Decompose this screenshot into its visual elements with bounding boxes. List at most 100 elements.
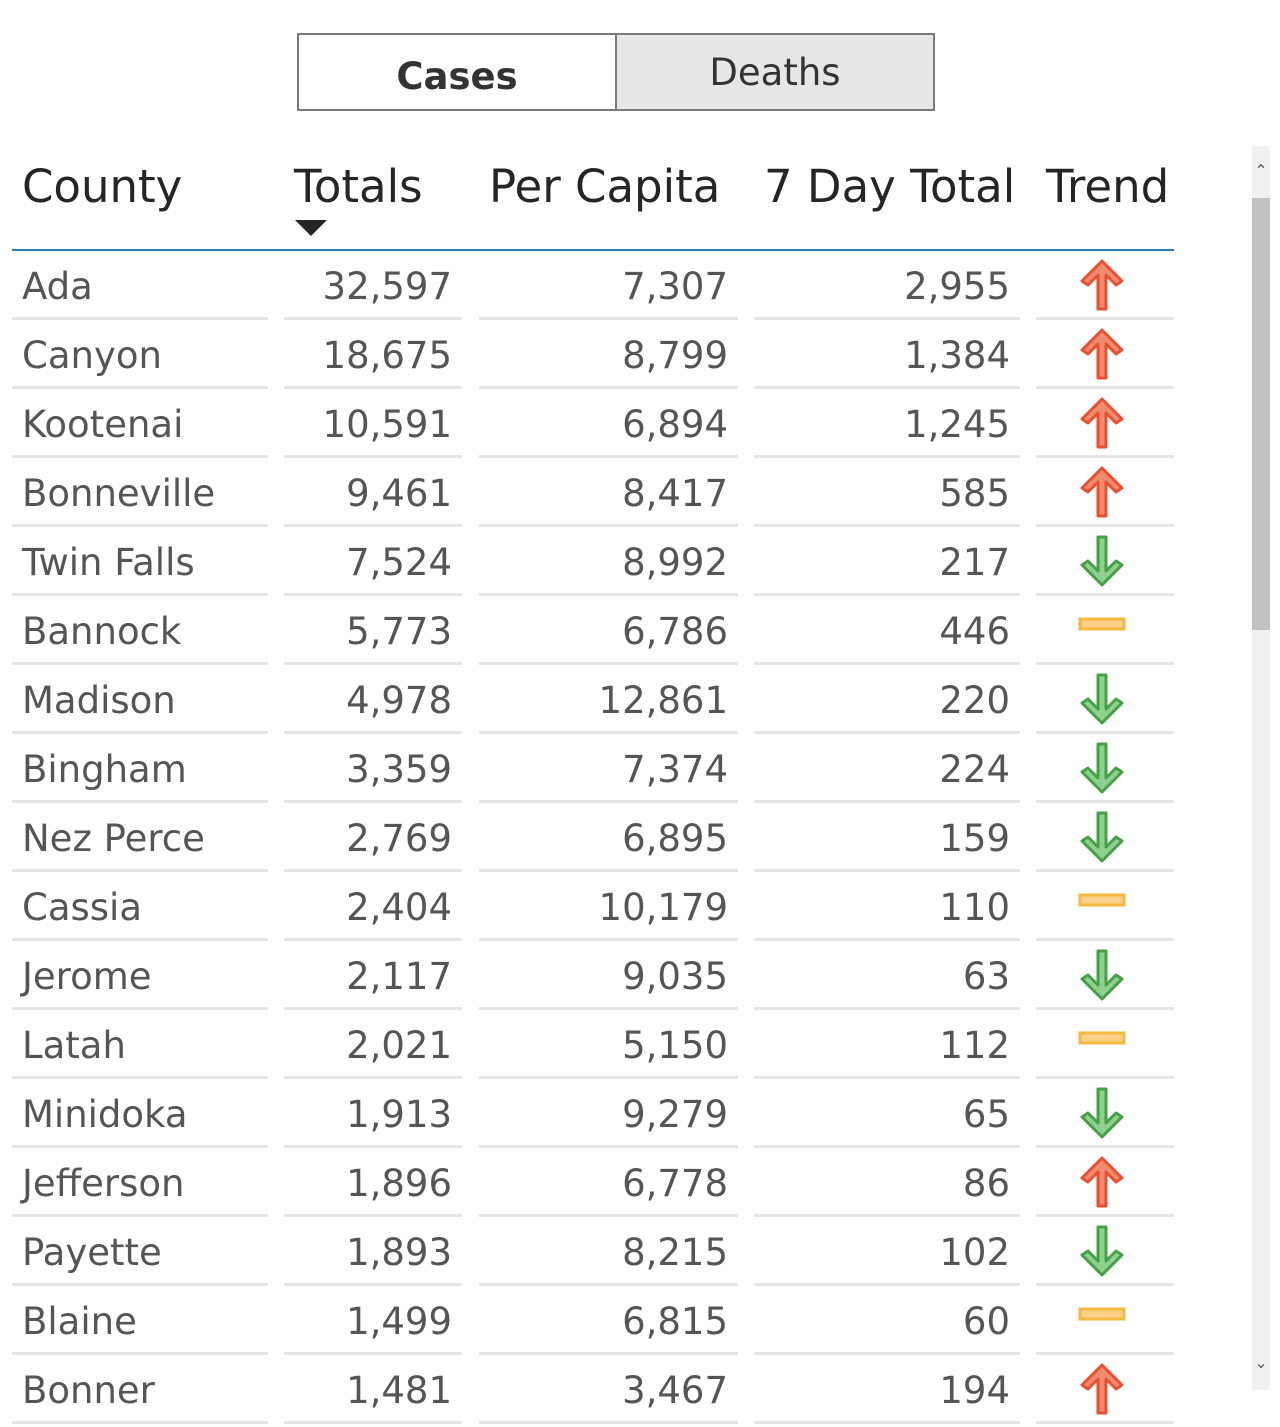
table-row[interactable]: Jefferson 1,896 6,778 86 — [12, 1148, 1174, 1217]
arrow-down-icon — [1080, 742, 1124, 794]
row-divider — [479, 1214, 738, 1217]
row-divider — [12, 1352, 268, 1355]
cell-totals: 1,481 — [346, 1369, 452, 1412]
table-row[interactable]: Bonner 1,481 3,467 194 — [12, 1355, 1174, 1424]
arrow-up-icon — [1080, 1363, 1124, 1415]
column-header-county-label: County — [22, 160, 183, 213]
arrow-down-icon — [1080, 1087, 1124, 1139]
table-row[interactable]: Minidoka 1,913 9,279 65 — [12, 1079, 1174, 1148]
cell-totals: 32,597 — [322, 265, 452, 308]
cell-county: Twin Falls — [22, 541, 195, 584]
cell-totals: 3,359 — [346, 748, 452, 791]
cell-per-capita: 9,035 — [622, 955, 728, 998]
row-divider — [479, 524, 738, 527]
column-header-7-day-total-label: 7 Day Total — [764, 160, 1016, 213]
row-divider — [754, 1007, 1020, 1010]
row-divider — [754, 1352, 1020, 1355]
cell-per-capita: 6,786 — [622, 610, 728, 653]
row-divider — [754, 731, 1020, 734]
cell-county: Bonner — [22, 1369, 155, 1412]
row-divider — [754, 455, 1020, 458]
table-row[interactable]: Nez Perce 2,769 6,895 159 — [12, 803, 1174, 872]
row-divider — [754, 317, 1020, 320]
row-divider — [12, 1076, 268, 1079]
table-row[interactable]: Ada 32,597 7,307 2,955 — [12, 251, 1174, 320]
row-divider — [479, 1007, 738, 1010]
cell-per-capita: 6,778 — [622, 1162, 728, 1205]
row-divider — [754, 1421, 1020, 1424]
row-divider — [1036, 593, 1174, 596]
cell-7-day-total: 1,245 — [904, 403, 1010, 446]
arrow-up-icon — [1080, 1156, 1124, 1208]
cell-7-day-total: 159 — [939, 817, 1010, 860]
row-divider — [284, 731, 462, 734]
row-divider — [284, 1352, 462, 1355]
cell-7-day-total: 217 — [939, 541, 1010, 584]
row-divider — [1036, 1283, 1174, 1286]
table-row[interactable]: Bonneville 9,461 8,417 585 — [12, 458, 1174, 527]
flat-dash-icon — [1078, 617, 1126, 631]
cell-totals: 1,896 — [346, 1162, 452, 1205]
column-header-7-day-total[interactable]: 7 Day Total — [754, 140, 1034, 250]
row-divider — [1036, 1214, 1174, 1217]
row-divider — [479, 869, 738, 872]
table-row[interactable]: Bingham 3,359 7,374 224 — [12, 734, 1174, 803]
row-divider — [284, 1145, 462, 1148]
column-header-totals[interactable]: Totals — [284, 140, 474, 250]
row-divider — [12, 1145, 268, 1148]
column-header-per-capita[interactable]: Per Capita — [479, 140, 749, 250]
arrow-down-icon — [1080, 811, 1124, 863]
tab-deaths[interactable]: Deaths — [615, 35, 933, 109]
table-row[interactable]: Jerome 2,117 9,035 63 — [12, 941, 1174, 1010]
cell-county: Bonneville — [22, 472, 216, 515]
row-divider — [1036, 662, 1174, 665]
row-divider — [12, 317, 268, 320]
arrow-up-icon — [1080, 328, 1124, 380]
cell-county: Latah — [22, 1024, 126, 1067]
sort-descending-icon — [295, 220, 327, 236]
cell-7-day-total: 102 — [939, 1231, 1010, 1274]
row-divider — [12, 869, 268, 872]
row-divider — [284, 938, 462, 941]
tab-cases[interactable]: Cases — [299, 35, 615, 109]
cell-county: Bingham — [22, 748, 187, 791]
scrollbar-thumb[interactable] — [1252, 198, 1270, 630]
table-row[interactable]: Bannock 5,773 6,786 446 — [12, 596, 1174, 665]
row-divider — [479, 662, 738, 665]
row-divider — [12, 1214, 268, 1217]
cell-7-day-total: 60 — [962, 1300, 1010, 1343]
cell-7-day-total: 1,384 — [904, 334, 1010, 377]
cell-county: Nez Perce — [22, 817, 205, 860]
cell-county: Madison — [22, 679, 176, 722]
row-divider — [1036, 869, 1174, 872]
column-header-trend[interactable]: Trend — [1036, 140, 1174, 250]
cell-per-capita: 8,215 — [622, 1231, 728, 1274]
row-divider — [12, 800, 268, 803]
table-row[interactable]: Latah 2,021 5,150 112 — [12, 1010, 1174, 1079]
chevron-up-icon[interactable]: ⌃ — [1254, 161, 1268, 180]
flat-dash-icon — [1078, 1031, 1126, 1045]
cell-totals: 9,461 — [346, 472, 452, 515]
cell-per-capita: 7,307 — [622, 265, 728, 308]
table-row[interactable]: Cassia 2,404 10,179 110 — [12, 872, 1174, 941]
cell-7-day-total: 110 — [939, 886, 1010, 929]
row-divider — [479, 317, 738, 320]
table-row[interactable]: Canyon 18,675 8,799 1,384 — [12, 320, 1174, 389]
chevron-down-icon[interactable]: ⌄ — [1254, 1353, 1268, 1372]
cell-7-day-total: 65 — [962, 1093, 1010, 1136]
table-row[interactable]: Payette 1,893 8,215 102 — [12, 1217, 1174, 1286]
table-row[interactable]: Twin Falls 7,524 8,992 217 — [12, 527, 1174, 596]
table-row[interactable]: Blaine 1,499 6,815 60 — [12, 1286, 1174, 1355]
cell-per-capita: 5,150 — [622, 1024, 728, 1067]
row-divider — [754, 800, 1020, 803]
row-divider — [479, 1145, 738, 1148]
column-header-county[interactable]: County — [12, 140, 282, 250]
cell-per-capita: 10,179 — [598, 886, 728, 929]
cell-per-capita: 6,895 — [622, 817, 728, 860]
row-divider — [1036, 1421, 1174, 1424]
table-row[interactable]: Kootenai 10,591 6,894 1,245 — [12, 389, 1174, 458]
cell-county: Minidoka — [22, 1093, 188, 1136]
table-row[interactable]: Madison 4,978 12,861 220 — [12, 665, 1174, 734]
row-divider — [284, 869, 462, 872]
row-divider — [284, 1421, 462, 1424]
